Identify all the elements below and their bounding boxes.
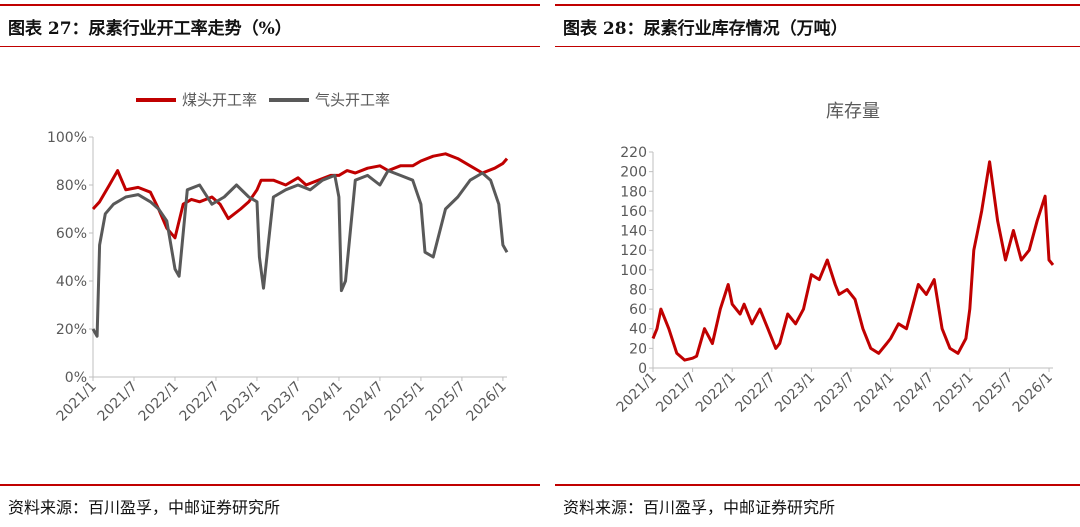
x-tick-label: 2026/1 bbox=[1010, 370, 1056, 416]
y-tick-label: 20% bbox=[56, 322, 87, 338]
x-tick-label: 2022/1 bbox=[693, 370, 739, 416]
y-tick-label: 120 bbox=[620, 243, 647, 259]
x-tick-label: 2022/7 bbox=[732, 370, 778, 416]
y-tick-label: 80 bbox=[629, 282, 647, 298]
y-tick-label: 200 bbox=[620, 165, 647, 181]
y-tick-label: 0 bbox=[638, 361, 647, 377]
figure-title: 图表 28：尿素行业库存情况（万吨） bbox=[563, 19, 848, 39]
legend-label: 气头开工率 bbox=[315, 91, 390, 109]
operating-rate-chart: 0%20%40%60%80%100%2021/12021/72022/12022… bbox=[47, 91, 510, 425]
title-rule bbox=[0, 46, 540, 47]
x-tick-label: 2023/1 bbox=[772, 370, 818, 416]
top-rule bbox=[0, 4, 540, 6]
footer-rule bbox=[555, 484, 1080, 486]
series-line-2 bbox=[91, 169, 509, 338]
x-tick-label: 2023/1 bbox=[218, 379, 264, 425]
source-note: 资料来源：百川盈孚，中邮证券研究所 bbox=[8, 498, 281, 517]
legend-label: 煤头开工率 bbox=[182, 91, 257, 109]
x-tick-label: 2025/7 bbox=[423, 379, 469, 425]
y-tick-label: 180 bbox=[620, 184, 647, 200]
x-tick-label: 2024/1 bbox=[851, 370, 897, 416]
y-tick-label: 100 bbox=[620, 263, 647, 279]
inventory-chart: 0 20 40 60 80 100 120 140 160 180 200 220 2021/12021… bbox=[614, 101, 1056, 416]
x-tick-label: 2025/1 bbox=[382, 379, 428, 425]
top-rule bbox=[555, 4, 1080, 6]
x-tick-label: 2023/7 bbox=[259, 379, 305, 425]
x-tick-label: 2022/7 bbox=[177, 379, 223, 425]
source-note: 资料来源：百川盈孚，中邮证券研究所 bbox=[563, 498, 836, 517]
x-tick-label: 2026/1 bbox=[464, 379, 510, 425]
right-panel: 图表 28：尿素行业库存情况（万吨） 0 20 40 60 80 100 120 140 160… bbox=[555, 0, 1080, 527]
x-tick-label: 2025/1 bbox=[931, 370, 977, 416]
series-line-1 bbox=[91, 152, 509, 240]
x-tick-label: 2024/1 bbox=[300, 379, 346, 425]
y-tick-label: 60% bbox=[56, 226, 87, 242]
left-panel: 图表 27：尿素行业开工率走势（%） 0% 20% 40% 60% 80% 100% 202… bbox=[0, 4, 540, 517]
y-tick-label: 40 bbox=[629, 322, 647, 338]
x-tick-label: 2023/7 bbox=[812, 370, 858, 416]
y-tick-label: 80% bbox=[56, 178, 87, 194]
x-tick-label: 2021/7 bbox=[653, 370, 699, 416]
y-tick-label: 0% bbox=[65, 370, 87, 386]
x-tick-label: 2025/7 bbox=[970, 370, 1016, 416]
footer-rule bbox=[0, 484, 540, 486]
x-tick-label: 2021/7 bbox=[95, 379, 141, 425]
x-tick-label: 2024/7 bbox=[891, 370, 937, 416]
chart-title: 库存量 bbox=[826, 101, 880, 122]
x-tick-label: 2021/1 bbox=[614, 370, 660, 416]
y-tick-label: 60 bbox=[629, 302, 647, 318]
y-tick-label: 140 bbox=[620, 224, 647, 240]
y-tick-label: 100% bbox=[47, 130, 87, 146]
y-tick-label: 20 bbox=[629, 341, 647, 357]
figure-title: 图表 27：尿素行业开工率走势（%） bbox=[8, 19, 292, 39]
x-tick-label: 2024/7 bbox=[341, 379, 387, 425]
y-tick-label: 160 bbox=[620, 204, 647, 220]
title-rule bbox=[555, 46, 1080, 47]
series-line-1 bbox=[651, 160, 1055, 362]
y-tick-label: 220 bbox=[620, 145, 647, 161]
y-tick-label: 40% bbox=[56, 274, 87, 290]
x-tick-label: 2022/1 bbox=[136, 379, 182, 425]
